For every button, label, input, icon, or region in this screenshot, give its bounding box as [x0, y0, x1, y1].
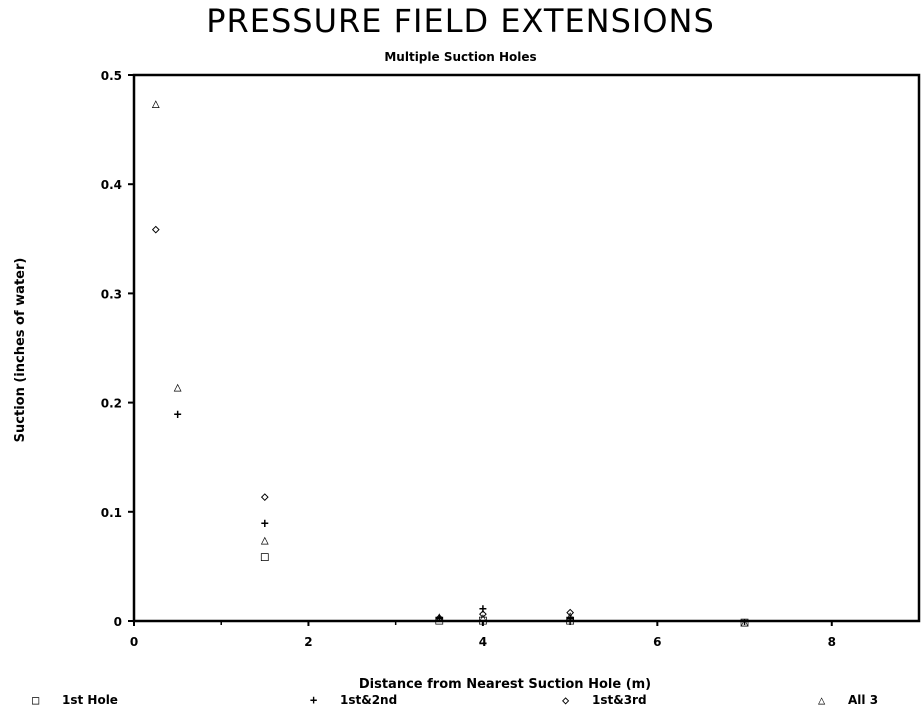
legend-symbol: +	[310, 693, 318, 707]
point-1st-hole: □	[261, 549, 269, 564]
point-all-3: △	[479, 611, 487, 626]
legend-item: ◇ 1st&3rd	[562, 693, 647, 707]
point-1st-2nd: +	[479, 602, 487, 617]
x-axis-title: Distance from Nearest Suction Hole (m)	[359, 677, 651, 692]
plot-frame	[132, 73, 921, 623]
y-tick-label: 0.2	[101, 397, 122, 411]
x-tick-label: 0	[130, 635, 138, 649]
point-all-3: △	[152, 96, 160, 111]
y-tick-label: 0.4	[101, 178, 122, 192]
point-all-3: △	[261, 533, 269, 548]
point-1st-hole: □	[435, 613, 443, 628]
point-1st-3rd: ◇	[479, 606, 487, 621]
point-1st-3rd: ◇	[261, 489, 269, 504]
x-tick-label: 8	[828, 635, 836, 649]
x-tick-label: 4	[479, 635, 487, 649]
y-tick-label: 0	[114, 615, 122, 629]
legend-label: 1st&3rd	[592, 693, 647, 707]
legend-symbol: □	[32, 693, 40, 707]
legend-item: △ All 3	[818, 693, 878, 707]
x-tick-label: 2	[304, 635, 312, 649]
point-1st-3rd: ◇	[435, 611, 443, 626]
legend-item: +1st&2nd	[310, 693, 397, 707]
x-tick-label: 6	[653, 635, 661, 649]
point-all-3: △	[174, 380, 182, 395]
legend-label: All 3	[848, 693, 879, 707]
legend: □ 1st Hole +1st&2nd ◇ 1st&3rd △ All 3	[0, 693, 921, 713]
legend-symbol: ◇	[562, 693, 570, 707]
point-all-3: △	[741, 615, 749, 630]
legend-item: □ 1st Hole	[32, 693, 118, 707]
point-all-3: △	[566, 608, 574, 623]
point-1st-3rd: ◇	[152, 222, 160, 237]
point-1st-2nd: +	[566, 612, 574, 627]
point-1st-2nd: +	[174, 408, 182, 423]
point-1st-hole: □	[479, 613, 487, 628]
chart-subtitle: Multiple Suction Holes	[384, 50, 537, 64]
y-axis-title: Suction (inches of water)	[13, 258, 28, 443]
legend-label: 1st Hole	[62, 693, 118, 707]
chart-title: PRESSURE FIELD EXTENSIONS	[206, 2, 715, 40]
point-1st-2nd: +	[261, 517, 269, 532]
point-1st-3rd: ◇	[566, 605, 574, 620]
point-all-3: △	[435, 610, 443, 625]
point-1st-2nd: +	[435, 612, 443, 627]
y-tick-label: 0.1	[101, 506, 122, 520]
y-tick-label: 0.5	[101, 69, 122, 83]
legend-symbol: △	[818, 693, 826, 707]
y-tick-label: 0.3	[101, 287, 122, 301]
point-1st-hole: □	[741, 615, 749, 630]
legend-label: 1st&2nd	[340, 693, 398, 707]
point-1st-hole: □	[566, 613, 574, 628]
